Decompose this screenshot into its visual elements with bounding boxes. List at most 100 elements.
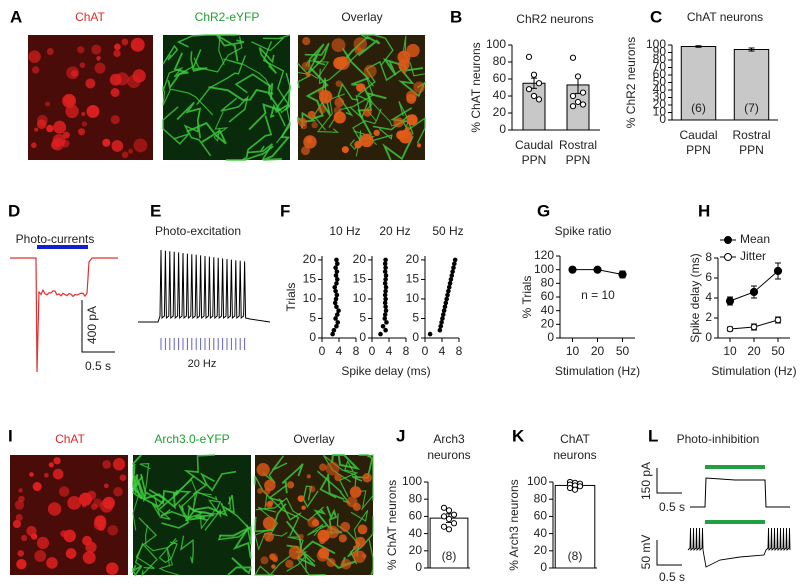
- y-tick-label: 20: [541, 317, 555, 331]
- panel-title: Photo-currents: [16, 232, 95, 246]
- fiber: [251, 34, 291, 52]
- spike: [452, 261, 457, 267]
- cell: [113, 486, 123, 497]
- micrograph: [28, 35, 153, 160]
- cell: [113, 49, 121, 58]
- data-point: [774, 316, 782, 324]
- y-tick-label: 6: [705, 270, 712, 284]
- panel-letter: L: [648, 426, 658, 445]
- fiber: [180, 491, 218, 511]
- fiber: [190, 49, 208, 72]
- cell: [110, 87, 120, 98]
- cell: [34, 127, 39, 132]
- y-tick-label: 60: [409, 509, 423, 523]
- fiber: [174, 475, 195, 507]
- spike: [335, 261, 340, 267]
- image-label: Overlay: [341, 10, 382, 24]
- spike: [440, 312, 446, 317]
- y-tick-label: 5: [359, 311, 366, 325]
- cell: [413, 81, 425, 93]
- cell: [112, 458, 126, 471]
- legend-marker: [724, 253, 732, 261]
- scale-bar: [656, 468, 682, 494]
- scale-label: 150 pA: [639, 462, 653, 500]
- cell: [305, 71, 311, 77]
- y-tick-label: 20: [303, 252, 317, 266]
- cell: [316, 549, 330, 562]
- cell: [267, 500, 274, 506]
- cell: [53, 120, 67, 134]
- y-tick-label: 0: [412, 330, 419, 344]
- y-tick-label: 20: [534, 543, 548, 557]
- fiber: [352, 108, 382, 145]
- fiber: [135, 517, 158, 569]
- subplot-title: 20 Hz: [379, 224, 410, 238]
- scale-label: 50 mV: [639, 535, 653, 570]
- cell: [46, 48, 54, 55]
- fiber: [167, 52, 189, 90]
- fiber: [276, 104, 291, 144]
- cell: [333, 56, 346, 70]
- y-tick-label: 20: [653, 97, 667, 111]
- x-tick-label: 0: [422, 344, 429, 358]
- cell: [340, 558, 352, 570]
- y-tick-label: 0: [499, 122, 506, 136]
- category-label: PPN: [686, 143, 711, 157]
- y-tick-label: 15: [353, 272, 367, 286]
- cell: [32, 482, 42, 492]
- y-axis-label: Trials: [284, 283, 298, 312]
- cell: [301, 505, 306, 510]
- cell: [82, 551, 96, 565]
- category-label: PPN: [739, 143, 764, 157]
- fiber: [262, 41, 291, 111]
- cell: [65, 104, 79, 119]
- cell: [373, 129, 380, 137]
- x-tick-label: 8: [353, 344, 360, 358]
- cell: [36, 536, 50, 550]
- bar: [554, 484, 596, 569]
- spike: [332, 284, 338, 290]
- y-tick-label: 40: [493, 88, 507, 102]
- cell: [317, 104, 327, 114]
- cell: [308, 485, 316, 493]
- scale-bar: [656, 540, 682, 566]
- fiber: [297, 111, 317, 129]
- cell: [28, 50, 41, 63]
- cell: [79, 492, 93, 506]
- fiber: [351, 454, 374, 482]
- cell: [46, 124, 54, 133]
- data-point: [593, 265, 602, 274]
- category-label: PPN: [522, 153, 547, 167]
- cell: [63, 94, 76, 106]
- cell: [400, 130, 409, 139]
- fiber: [319, 473, 345, 501]
- cell: [130, 37, 145, 52]
- spike: [448, 277, 454, 282]
- cell: [102, 138, 111, 147]
- fiber: [258, 46, 278, 74]
- fiber: [285, 520, 336, 555]
- cell: [133, 138, 148, 153]
- y-tick-label: 100: [486, 37, 506, 51]
- spike: [334, 323, 339, 329]
- spike: [382, 269, 388, 274]
- fiber: [131, 454, 142, 487]
- spike: [382, 300, 388, 306]
- fiber: [368, 539, 374, 576]
- spike: [443, 300, 449, 306]
- n-label: (6): [691, 101, 706, 115]
- cell: [362, 473, 372, 483]
- cell: [353, 550, 366, 563]
- cell: [331, 38, 346, 53]
- cell: [12, 519, 21, 528]
- fiber: [199, 470, 237, 492]
- trace: [10, 257, 118, 373]
- x-tick-label: 50: [616, 344, 630, 358]
- cell: [36, 114, 48, 126]
- trace: [687, 527, 791, 568]
- cell: [119, 474, 127, 482]
- x-tick-label: 50: [771, 344, 785, 358]
- cell: [29, 472, 34, 477]
- spike: [384, 320, 389, 325]
- y-tick-label: 80: [541, 276, 555, 290]
